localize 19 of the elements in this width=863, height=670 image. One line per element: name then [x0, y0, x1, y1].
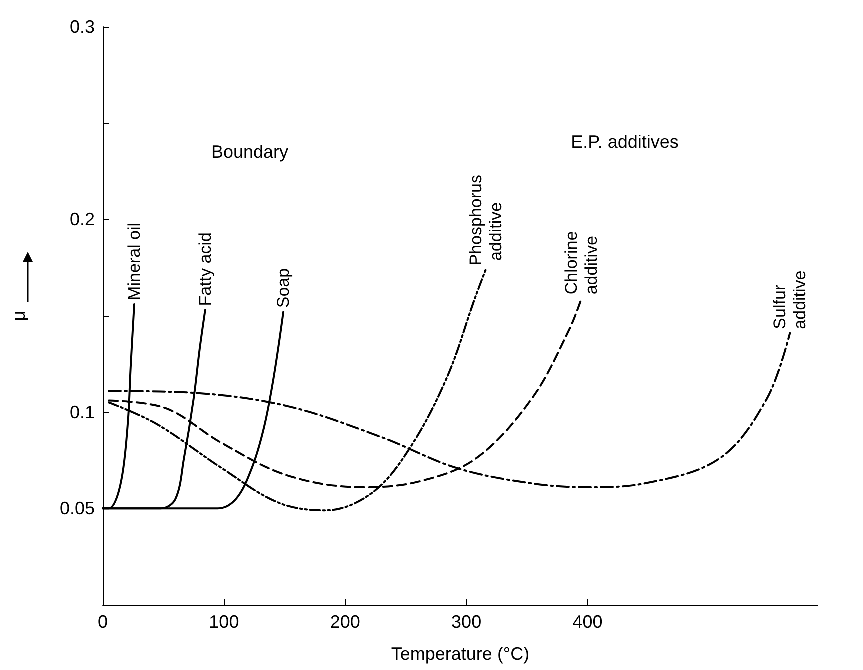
text: Chlorine additive	[562, 226, 602, 295]
x-tick-label: 300	[452, 612, 482, 632]
x-tick-label: 100	[209, 612, 240, 632]
annotation: Boundary	[211, 142, 289, 163]
x-tick-label: 400	[572, 612, 603, 632]
y-axis-title: μ	[9, 310, 29, 322]
text: Mineral oil	[125, 222, 144, 300]
y-tick-label: 0.3	[70, 17, 95, 37]
y-tick-label: 0.1	[70, 402, 95, 422]
x-tick-label: 0	[98, 612, 108, 632]
x-tick-label: 200	[330, 612, 360, 632]
text: Soap	[274, 268, 294, 308]
y-tick-label: 0.2	[70, 210, 95, 230]
annotation: E.P. additives	[571, 132, 679, 153]
text: Fatty acid	[196, 232, 215, 306]
text: Sulfur additive	[770, 270, 810, 330]
text: Phosphorus additive	[466, 175, 506, 266]
y-tick-label: 0.05	[60, 498, 95, 519]
x-axis-title: Temperature (°C)	[391, 644, 530, 664]
